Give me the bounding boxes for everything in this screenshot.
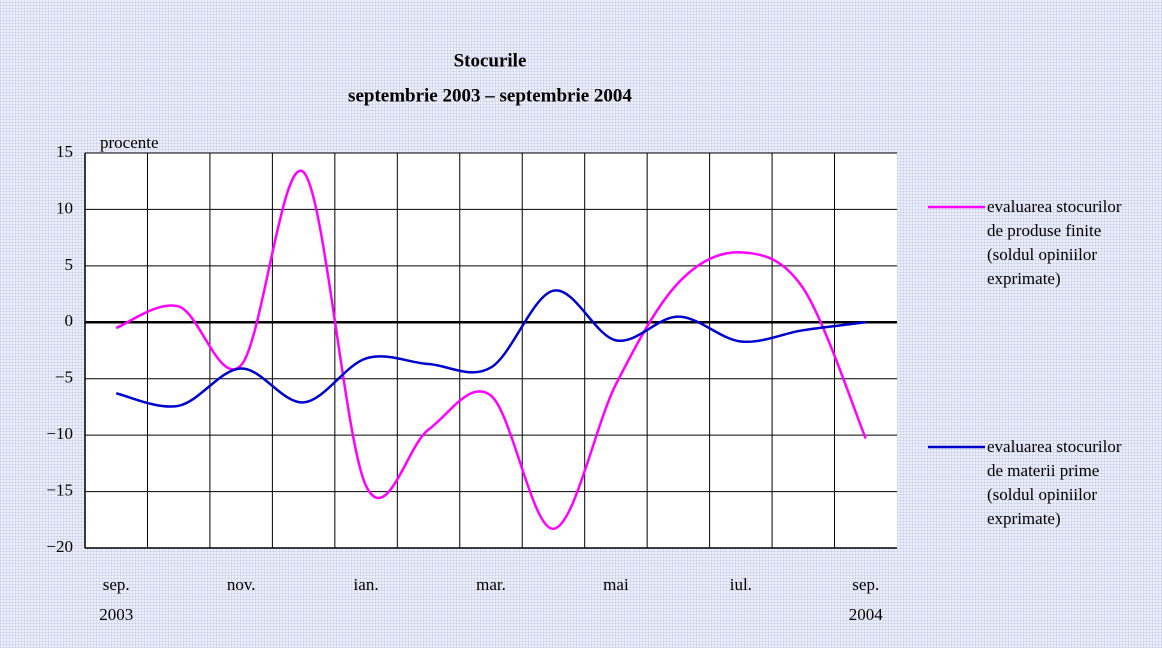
x-tick-label: mai xyxy=(603,575,629,594)
y-tick-label: 15 xyxy=(56,142,73,161)
legend-label: evaluarea stocurilor de materii prime (s… xyxy=(987,437,1122,528)
line-series xyxy=(115,289,866,408)
chart-subtitle: septembrie 2003 – septembrie 2004 xyxy=(348,85,632,106)
y-tick-label: 5 xyxy=(65,255,74,274)
y-tick-label: 10 xyxy=(56,198,73,217)
x-tick-label: mar. xyxy=(476,575,506,594)
x-tick-label: ian. xyxy=(353,575,379,594)
line-series xyxy=(115,169,867,531)
y-tick-label: 0 xyxy=(65,311,74,330)
chart-title: Stocurile xyxy=(454,50,527,71)
x-tick-label: sep. 2003 xyxy=(99,575,134,624)
y-tick-label: −5 xyxy=(55,368,73,387)
plot-area xyxy=(85,153,897,548)
x-tick-label: iul. xyxy=(729,575,752,594)
y-tick-label: −20 xyxy=(46,537,73,556)
y-axis-label: procente xyxy=(100,133,159,152)
legend-label: evaluarea stocurilor de produse finite (… xyxy=(987,197,1122,288)
x-tick-label: nov. xyxy=(226,575,256,594)
y-tick-label: −10 xyxy=(46,424,73,443)
x-tick-label: sep. 2004 xyxy=(848,575,883,624)
y-tick-label: −15 xyxy=(46,480,73,499)
